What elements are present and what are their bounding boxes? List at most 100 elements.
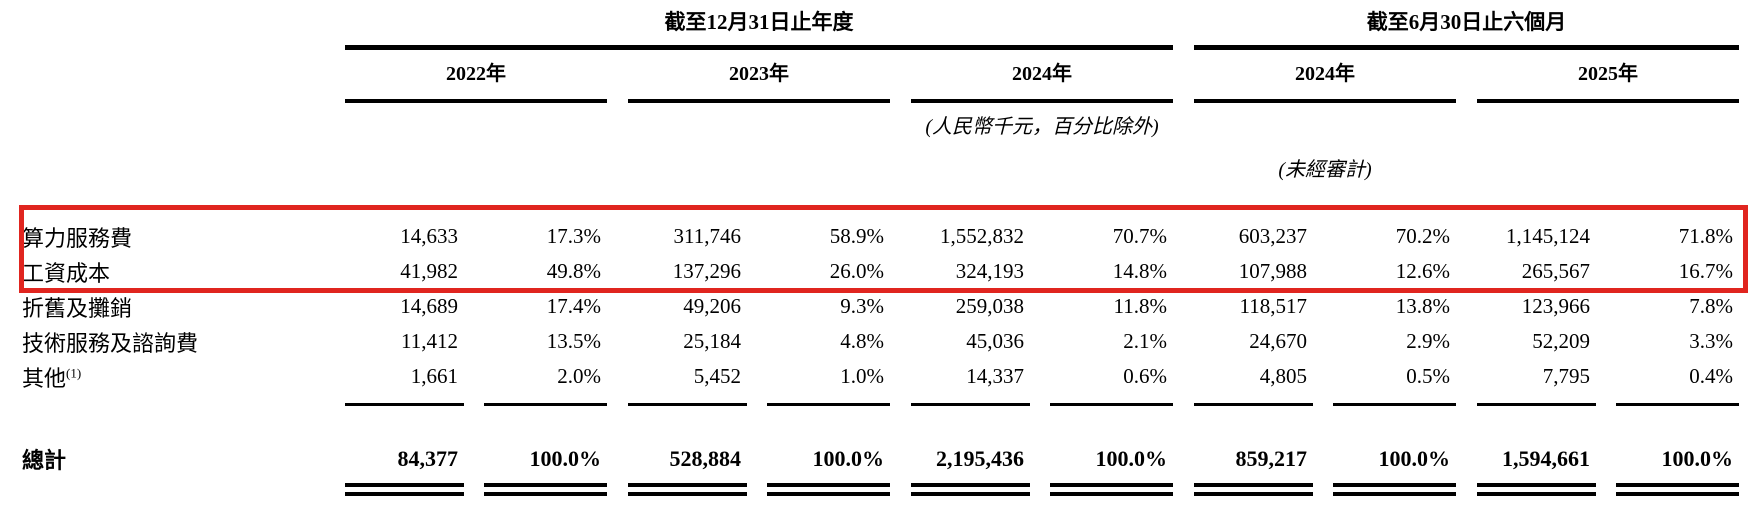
empty-cell: [1173, 103, 1739, 151]
unit-note: (人民幣千元，百分比除外): [925, 116, 1159, 138]
cell-percent: 70.2%: [1395, 224, 1450, 248]
cell-percent: 100.0%: [529, 446, 602, 471]
single-rule: [628, 394, 747, 406]
year-header-2022: 2022年: [345, 50, 607, 103]
year-header-cell: 2023年: [607, 50, 890, 103]
row-label-text: 工資成本: [22, 260, 111, 286]
group-header-interim: 截至6月30日止六個月: [1194, 0, 1739, 50]
double-rule: [911, 483, 1030, 496]
double-rule: [1050, 483, 1173, 496]
rule-cell: [1456, 394, 1596, 406]
cell-value: 24,670: [1249, 329, 1307, 353]
spacer-cell: [0, 189, 1762, 219]
cell-value: 265,567: [1521, 259, 1590, 283]
rule-cell: [607, 476, 747, 500]
cell-percent: 100.0%: [812, 446, 885, 471]
spacer-cell: [0, 406, 1762, 442]
group-header-annual: 截至12月31日止年度: [345, 0, 1173, 50]
cell-value: 603,237: [1238, 224, 1307, 248]
double-rule: [1333, 483, 1456, 496]
single-rule: [767, 394, 890, 406]
group-header-interim-cell: 截至6月30日止六個月: [1173, 0, 1739, 50]
double-rule: [1194, 483, 1313, 496]
cell-percent: 7.8%: [1689, 294, 1733, 318]
single-rule: [1333, 394, 1456, 406]
filler-cell: [1739, 50, 1762, 103]
row-label: 算力服務費: [0, 219, 324, 254]
group-header-row: 截至12月31日止年度 截至6月30日止六個月: [0, 0, 1762, 50]
single-rule: [1050, 394, 1173, 406]
rule-cell: [890, 476, 1030, 500]
cell-percent: 16.7%: [1678, 259, 1733, 283]
cell-value: 123,966: [1521, 294, 1590, 318]
cell-value: 45,036: [966, 329, 1024, 353]
empty-cell: [1456, 151, 1739, 189]
cell-value: 1,145,124: [1506, 224, 1590, 248]
cell-percent: 70.7%: [1112, 224, 1167, 248]
cell-percent: 12.6%: [1395, 259, 1450, 283]
cell-percent: 3.3%: [1689, 329, 1733, 353]
cell-value: 311,746: [673, 224, 741, 248]
double-rule: [1477, 483, 1596, 496]
cell-percent: 100.0%: [1095, 446, 1168, 471]
table-row: 折舊及攤銷 14,689 17.4% 49,206 9.3% 259,038 11.8% 11…: [0, 289, 1762, 324]
cell-value: 118,517: [1239, 294, 1307, 318]
cell-value: 4,805: [1259, 364, 1307, 388]
year-header-2023: 2023年: [628, 50, 890, 103]
cell-value: 259,038: [955, 294, 1024, 318]
year-header-2024-interim: 2024年: [1194, 50, 1456, 103]
year-header-cell: 2024年: [1173, 50, 1456, 103]
cell-value: 1,661: [410, 364, 458, 388]
cell-value: 1,552,832: [940, 224, 1024, 248]
cell-percent: 4.8%: [840, 329, 884, 353]
rule-cell: [747, 476, 890, 500]
rule-cell: [1313, 476, 1456, 500]
unaudited-note: (未經審計): [1278, 159, 1372, 181]
row-label: 折舊及攤銷: [0, 289, 324, 324]
cell-value: 14,689: [400, 294, 458, 318]
single-rule: [1616, 394, 1739, 406]
rule-cell: [464, 394, 607, 406]
empty-cell: [0, 394, 324, 406]
table-row: 算力服務費 14,633 17.3% 311,746 58.9% 1,552,832 70.…: [0, 219, 1762, 254]
cell-percent: 0.6%: [1123, 364, 1167, 388]
cell-percent: 49.8%: [546, 259, 601, 283]
rule-cell: [1313, 394, 1456, 406]
single-rule: [1477, 394, 1596, 406]
single-rule: [484, 394, 607, 406]
unaudited-note-row: (未經審計): [0, 151, 1762, 189]
cell-value: 49,206: [683, 294, 741, 318]
double-rule: [767, 483, 890, 496]
cell-value: 14,633: [400, 224, 458, 248]
rule-cell: [1030, 394, 1173, 406]
empty-cell: [0, 50, 324, 103]
cell-percent: 17.3%: [546, 224, 601, 248]
cell-percent: 0.5%: [1406, 364, 1450, 388]
double-rule: [628, 483, 747, 496]
unaudited-note-cell: (未經審計): [1173, 151, 1456, 189]
row-label-text: 折舊及攤銷: [22, 295, 133, 321]
filler-cell: [1739, 103, 1762, 151]
cell-value: 859,217: [1235, 446, 1308, 471]
cell-percent: 14.8%: [1112, 259, 1167, 283]
rule-cell: [1596, 476, 1739, 500]
cell-value: 137,296: [672, 259, 741, 283]
rule-cell: [464, 476, 607, 500]
rule-cell: [890, 394, 1030, 406]
total-label: 總計: [22, 448, 67, 473]
row-label: 工資成本: [0, 254, 324, 289]
filler-cell: [1739, 219, 1762, 254]
cell-percent: 17.4%: [546, 294, 601, 318]
row-label: 技術服務及諮詢費: [0, 324, 324, 359]
empty-cell: [0, 103, 890, 151]
cell-percent: 100.0%: [1661, 446, 1734, 471]
cell-value: 7,795: [1542, 364, 1590, 388]
cell-value: 107,988: [1238, 259, 1307, 283]
empty-cell: [0, 0, 324, 50]
rule-cell: [747, 394, 890, 406]
filler-cell: [1739, 289, 1762, 324]
cell-value: 5,452: [693, 364, 741, 388]
cell-percent: 71.8%: [1678, 224, 1733, 248]
year-header-2024: 2024年: [911, 50, 1173, 103]
